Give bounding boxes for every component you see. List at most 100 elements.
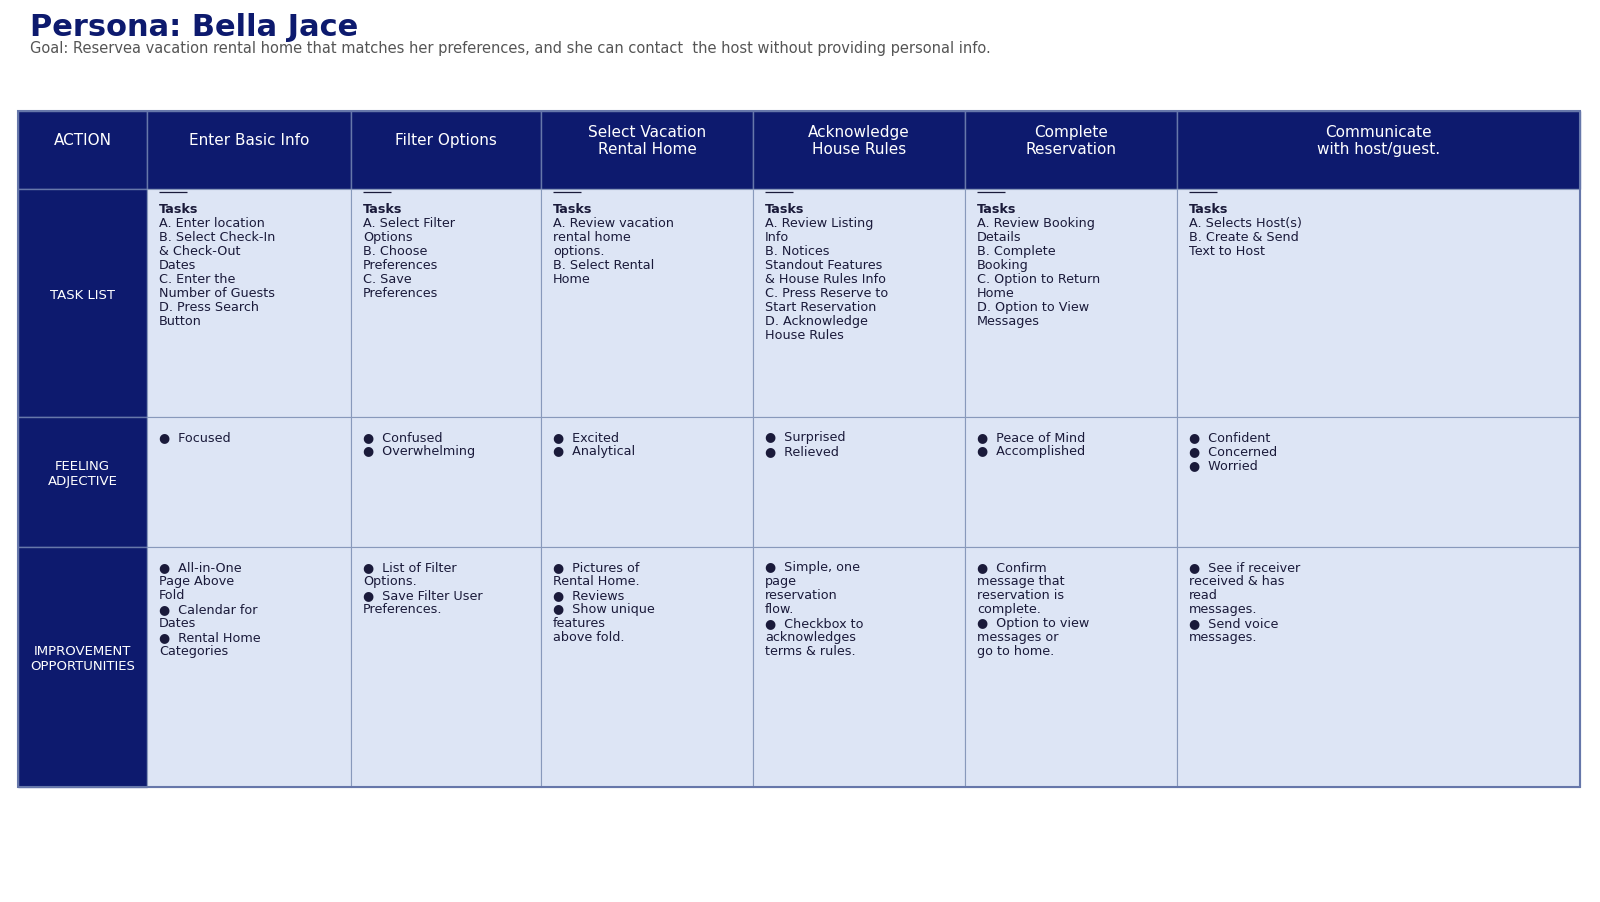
Text: C. Option to Return: C. Option to Return [978,272,1101,286]
Text: ●  See if receiver: ● See if receiver [1189,560,1301,574]
Bar [147,189,350,418]
Text: A. Review vacation: A. Review vacation [554,216,674,230]
Text: with host/guest.: with host/guest. [1317,142,1440,156]
Bar [1178,548,1581,787]
Text: reservation is: reservation is [978,588,1064,602]
Text: B. Complete: B. Complete [978,244,1056,258]
Text: ●  Surprised: ● Surprised [765,430,845,444]
Text: Preferences: Preferences [363,287,438,299]
Text: Number of Guests: Number of Guests [158,287,275,299]
Bar [147,112,350,189]
Text: Messages: Messages [978,315,1040,327]
Text: messages.: messages. [1189,603,1258,615]
Bar [18,112,1581,787]
Text: TASK LIST: TASK LIST [50,289,115,301]
Text: ●  Peace of Mind: ● Peace of Mind [978,430,1085,444]
Bar [754,112,965,189]
Text: & Check-Out: & Check-Out [158,244,240,258]
Text: above fold.: above fold. [554,630,624,643]
Text: ●  Reviews: ● Reviews [554,588,624,602]
Text: D. Press Search: D. Press Search [158,300,259,314]
Text: Enter Basic Info: Enter Basic Info [189,133,309,148]
Text: ●  Send voice: ● Send voice [1189,616,1278,630]
Text: received & has: received & has [1189,575,1285,587]
Text: Rental Home.: Rental Home. [554,575,640,587]
Text: A. Enter location: A. Enter location [158,216,266,230]
Text: Text to Host: Text to Host [1189,244,1266,258]
Text: IMPROVEMENT: IMPROVEMENT [34,645,131,658]
Bar [1178,418,1581,548]
Text: ●  Confident: ● Confident [1189,430,1270,444]
Text: ●  Simple, one: ● Simple, one [765,560,861,574]
Bar [965,548,1178,787]
Text: Standout Features: Standout Features [765,259,882,272]
Bar [541,548,754,787]
Text: Home: Home [554,272,590,286]
Bar [18,548,147,787]
Text: Options: Options [363,231,413,244]
Bar [350,189,541,418]
Text: Button: Button [158,315,202,327]
Text: Tasks: Tasks [363,203,402,216]
Text: ●  Confirm: ● Confirm [978,560,1046,574]
Text: Tasks: Tasks [1189,203,1229,216]
Bar [18,418,147,548]
Text: Page Above: Page Above [158,575,234,587]
Text: ACTION: ACTION [53,133,112,148]
Text: C. Press Reserve to: C. Press Reserve to [765,287,888,299]
Text: Preferences: Preferences [363,259,438,272]
Text: Tasks: Tasks [554,203,592,216]
Text: House Rules: House Rules [811,142,906,156]
Text: terms & rules.: terms & rules. [765,644,856,658]
Text: B. Create & Send: B. Create & Send [1189,231,1299,244]
Text: B. Select Rental: B. Select Rental [554,259,654,272]
Text: ●  Accomplished: ● Accomplished [978,445,1085,457]
Text: House Rules: House Rules [765,328,843,342]
Bar [350,418,541,548]
Text: ●  Relieved: ● Relieved [765,445,838,457]
Bar [754,418,965,548]
Text: C. Enter the: C. Enter the [158,272,235,286]
Text: Persona: Bella Jace: Persona: Bella Jace [30,13,358,42]
Text: Categories: Categories [158,644,229,658]
Text: B. Select Check-In: B. Select Check-In [158,231,275,244]
Bar [541,189,754,418]
Bar [1178,189,1581,418]
Text: Start Reservation: Start Reservation [765,300,877,314]
Text: Goal: Reservea vacation rental home that matches her preferences, and she can co: Goal: Reservea vacation rental home that… [30,41,990,56]
Text: ●  Concerned: ● Concerned [1189,445,1277,457]
Text: options.: options. [554,244,605,258]
Text: Fold: Fold [158,588,186,602]
Text: rental home: rental home [554,231,630,244]
Text: Tasks: Tasks [765,203,805,216]
Text: ●  All-in-One: ● All-in-One [158,560,242,574]
Text: Reservation: Reservation [1026,142,1117,156]
Text: acknowledges: acknowledges [765,630,856,643]
Text: messages or: messages or [978,630,1059,643]
Text: ●  Worried: ● Worried [1189,458,1258,472]
Text: C. Save: C. Save [363,272,411,286]
Text: ADJECTIVE: ADJECTIVE [48,474,117,488]
Text: Rental Home: Rental Home [597,142,696,156]
Text: complete.: complete. [978,603,1042,615]
Text: Complete: Complete [1034,124,1107,139]
Text: FEELING: FEELING [54,460,110,473]
Bar [1178,112,1581,189]
Text: Booking: Booking [978,259,1029,272]
Text: ●  Option to view: ● Option to view [978,616,1090,630]
Bar [350,548,541,787]
Text: Options.: Options. [363,575,416,587]
Bar [965,189,1178,418]
Text: Communicate: Communicate [1325,124,1432,139]
Text: Tasks: Tasks [158,203,198,216]
Text: Details: Details [978,231,1022,244]
Text: A. Review Listing: A. Review Listing [765,216,874,230]
Bar [18,189,147,418]
Text: read: read [1189,588,1218,602]
Text: A. Selects Host(s): A. Selects Host(s) [1189,216,1302,230]
Text: ●  Pictures of: ● Pictures of [554,560,640,574]
Text: D. Acknowledge: D. Acknowledge [765,315,867,327]
Bar [541,418,754,548]
Bar [147,548,350,787]
Text: Preferences.: Preferences. [363,603,443,615]
